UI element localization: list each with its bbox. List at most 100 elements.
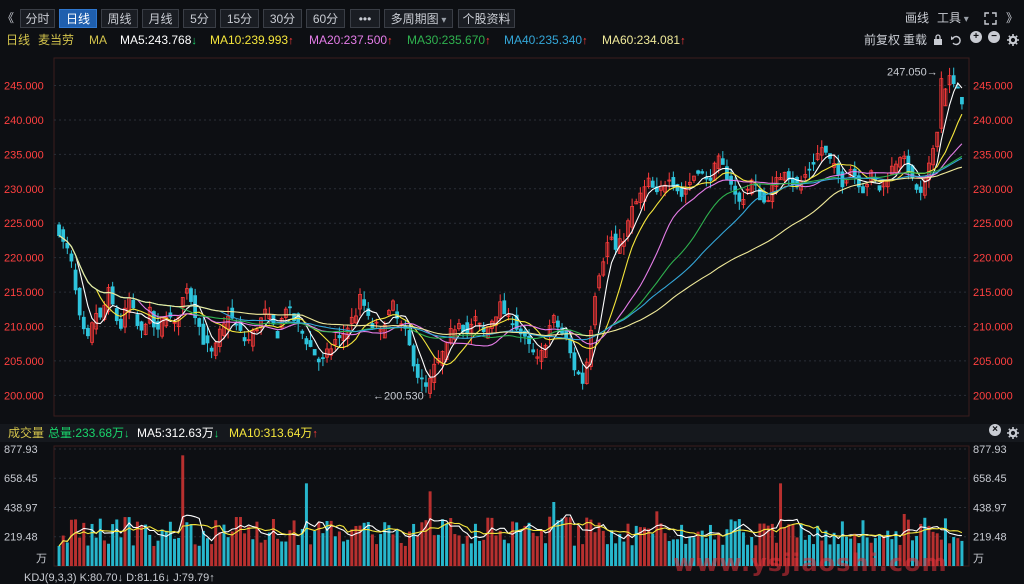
ma-trend-arrow: ↓ — [191, 35, 197, 47]
reload-button[interactable]: 重载 — [903, 33, 928, 47]
candle-body — [786, 171, 791, 180]
volume-bar — [234, 517, 238, 566]
volume-bar — [90, 523, 94, 566]
settings-icon[interactable] — [1007, 34, 1019, 46]
volume-bar — [473, 523, 477, 566]
candle-body — [473, 316, 478, 322]
volume-bar — [296, 544, 300, 566]
close-panel-icon[interactable]: × — [989, 424, 1001, 436]
ma-value: MA40:235.340 — [504, 33, 583, 47]
volume-bar — [185, 522, 189, 566]
volume-ma5-arrow: ↓ — [213, 428, 220, 440]
volume-bar — [78, 537, 82, 566]
collapse-left-icon[interactable]: 《 — [2, 11, 15, 25]
candle-body — [510, 323, 515, 326]
volume-bar — [572, 545, 576, 566]
expand-icon[interactable] — [984, 12, 997, 25]
ma-legend-item: MA10:239.993↑ — [210, 31, 294, 50]
ma-label: MA — [89, 33, 107, 47]
candle-body — [358, 293, 362, 310]
candle-body — [638, 192, 643, 203]
candle-body — [861, 186, 865, 194]
volume-bar — [119, 537, 123, 566]
volume-bar — [605, 544, 609, 566]
volume-bar — [482, 539, 486, 566]
chart-frame — [53, 57, 970, 417]
period-tab[interactable]: 60分 — [306, 9, 345, 28]
ma-value: MA60:234.081 — [602, 33, 681, 47]
period-tab[interactable]: 分时 — [20, 9, 55, 28]
volume-bar — [762, 523, 766, 566]
volume-bar — [210, 544, 214, 566]
stock-profile-button[interactable]: 个股资料 — [458, 9, 515, 28]
candle-body — [737, 192, 742, 202]
volume-bar — [102, 540, 106, 566]
volume-bar — [383, 522, 387, 566]
adjust-button[interactable]: 前复权 — [864, 33, 901, 47]
zoom-in-icon[interactable]: + — [970, 31, 982, 43]
volume-settings-icon[interactable] — [1007, 427, 1019, 439]
ma-legend: 日线 麦当劳 MA MA5:243.768↓ MA10:239.993↑ MA20:… — [0, 31, 1024, 49]
volume-bar — [626, 523, 630, 566]
volume-bar — [696, 531, 700, 566]
period-tab[interactable]: 30分 — [263, 9, 302, 28]
volume-bar — [337, 531, 341, 566]
candle-body — [617, 238, 622, 254]
y-tick-label-right: 245.000 — [973, 81, 1013, 93]
volume-bar — [131, 545, 135, 566]
volume-bar — [803, 539, 807, 566]
candlestick-chart[interactable]: 200.000 200.000 205.000 205.000 210.000 210.0… — [0, 50, 1024, 422]
volume-bar — [292, 520, 296, 566]
period-tab[interactable]: 日线 — [59, 9, 97, 28]
candle-body — [378, 328, 383, 332]
volume-bar — [403, 545, 407, 566]
volume-bar — [300, 529, 304, 566]
multi-period-dropdown[interactable]: 多周期图 — [384, 9, 453, 28]
candle-body — [815, 153, 820, 160]
volume-bar — [478, 540, 482, 566]
period-label: 日线 — [6, 33, 31, 47]
candle-body — [65, 242, 70, 249]
candle-body — [164, 317, 169, 327]
volume-chart[interactable]: 219.48 219.48 438.97 438.97 658.45 658.45 877.… — [0, 442, 1024, 570]
volume-bar — [284, 541, 288, 566]
period-tab[interactable]: 15分 — [220, 9, 259, 28]
volume-bar — [453, 534, 457, 566]
candle-body — [758, 188, 762, 201]
tools-menu[interactable]: 工具 — [937, 9, 969, 28]
volume-bar — [432, 535, 436, 566]
volume-tick-left: 658.45 — [4, 473, 38, 485]
volume-bar — [952, 537, 956, 566]
volume-bar — [436, 534, 440, 566]
volume-bar — [469, 543, 473, 566]
candle-body — [551, 315, 556, 324]
volume-bar — [700, 530, 704, 566]
candle-body — [77, 287, 82, 316]
candle-body — [86, 327, 90, 337]
period-tab[interactable]: 月线 — [142, 9, 179, 28]
chevrons-right-icon[interactable]: 》 — [1006, 11, 1019, 25]
ma-legend-item: MA5:243.768↓ — [120, 31, 197, 50]
candle-body — [716, 155, 721, 169]
volume-bar — [197, 545, 201, 566]
candle-body — [419, 377, 424, 380]
volume-bar — [325, 520, 329, 566]
volume-bar — [222, 524, 226, 566]
candle-body — [110, 286, 115, 305]
candle-body — [749, 179, 754, 195]
volume-bar — [737, 519, 741, 566]
lock-icon[interactable] — [932, 34, 944, 46]
volume-bar — [168, 521, 172, 566]
more-button[interactable]: ••• — [350, 9, 380, 28]
candle-body — [947, 75, 952, 86]
candle-body — [477, 322, 482, 325]
period-tab[interactable]: 5分 — [183, 9, 216, 28]
zoom-out-icon[interactable]: − — [988, 31, 1000, 43]
undo-icon[interactable] — [950, 34, 962, 46]
draw-line-button[interactable]: 画线 — [905, 11, 930, 25]
volume-bar — [461, 543, 465, 566]
volume-bar — [255, 521, 259, 566]
period-tab[interactable]: 周线 — [101, 9, 138, 28]
candle-body — [337, 335, 342, 339]
volume-ma5-value: MA5:312.63万 — [137, 426, 214, 440]
